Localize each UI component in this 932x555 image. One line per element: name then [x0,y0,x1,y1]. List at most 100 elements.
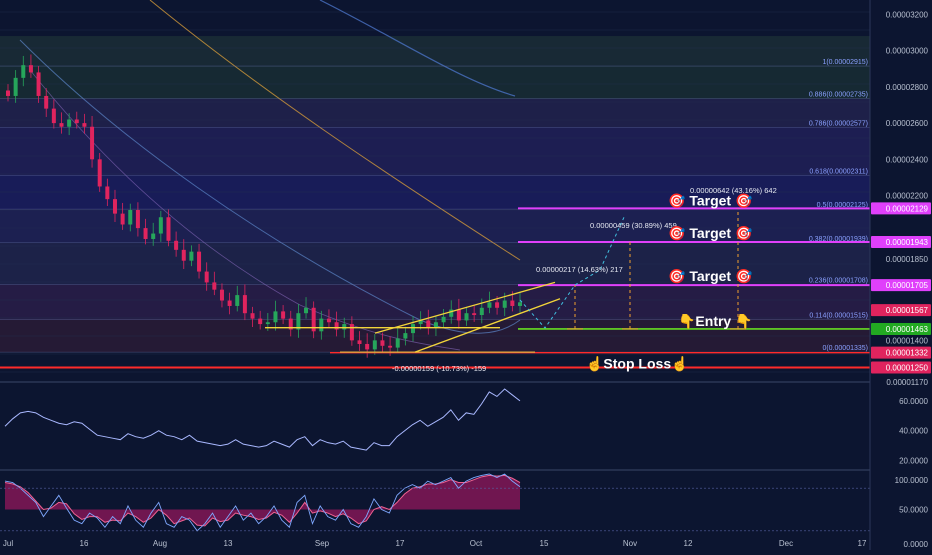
candle-body [487,302,492,308]
candle-body [235,295,240,306]
rsi-line [4,388,521,451]
fib-label: 0.382(0.00001939) [809,236,868,243]
fib-label: 1(0.00002915) [822,59,868,66]
trade-drawings: 0.00000642 (43.16%) 642 0.00000459 (30.89… [0,186,870,373]
stoch-fill [5,475,520,526]
fib-band-1 [0,98,870,128]
candle-body [319,318,324,332]
rsi-tick-label: 40.0000 [899,427,928,436]
candle-body [349,324,354,341]
candle-body [82,123,87,127]
price-tag-label: 0.00001943 [886,238,929,247]
candle-body [357,340,362,344]
candle-body [74,119,79,124]
candle-body [212,282,217,290]
price-tick-label: 0.00002600 [886,119,929,128]
candle-body [204,271,209,283]
candle-body [403,333,408,339]
candle-body [342,324,347,330]
candle-body [143,228,148,239]
target-label: 🎯 Target 🎯 [668,192,753,208]
time-tick-label: 16 [80,539,89,548]
stoch-tick-label: 0.0000 [904,540,929,549]
fib-label: 0.886(0.00002735) [809,92,868,99]
target-label: 🎯 Target 🎯 [668,268,753,284]
fib-label: 0.618(0.00002311) [809,168,868,175]
fib-label: 0.114(0.00001515) [809,313,868,320]
candle-body [265,322,270,325]
axes: 0.00003200 0.00003000 0.00002800 0.00002600… [3,0,932,550]
moving-averages [19,0,521,351]
candle-body [189,251,194,261]
candle-body [258,318,263,325]
time-tick-label: Jul [3,539,13,548]
candle-body [166,217,171,241]
fib-label: 0(0.00001335) [822,345,868,352]
candle-body [441,316,446,323]
candle-body [411,324,416,334]
price-tick-label: 0.00001170 [886,378,928,387]
candle-body [250,313,255,319]
time-tick-label: Nov [623,539,637,548]
candle-body [51,108,56,124]
price-candles [6,54,522,358]
measure-annotation: 0.00000642 (43.16%) 642 [690,186,777,195]
time-tick-label: Aug [153,539,167,548]
candle-body [158,217,163,234]
candle-body [227,300,232,306]
candle-body [395,338,400,348]
price-tick-label: 0.00001850 [886,255,929,264]
rsi-tick-label: 20.0000 [899,457,928,466]
candle-body [97,159,102,187]
candle-body [90,126,95,160]
price-tag-label: 0.00002129 [886,204,929,213]
candle-body [380,340,385,346]
price-tick-label: 0.00002200 [886,192,929,201]
candle-body [112,199,117,214]
candle-body [479,307,484,316]
candle-body [67,119,72,127]
candle-body [6,90,10,96]
rsi-panel [4,388,521,451]
price-tick-label: 0.00003000 [886,47,929,56]
price-tag-label: 0.00001705 [886,281,929,290]
time-tick-label: 17 [858,539,867,548]
price-tag-label: 0.00001332 [886,349,929,358]
stoch-panel [0,473,870,532]
price-tag [871,304,931,317]
candle-body [502,300,507,308]
candle-body [242,295,247,314]
candle-body [120,213,125,225]
time-tick-label: Oct [470,539,483,548]
price-tag [871,346,931,359]
price-tag-label: 0.00001250 [886,364,929,373]
price-axis-bg [870,0,932,550]
candle-body [418,320,423,325]
measure-annotation: 0.00000217 (14.63%) 217 [536,265,623,274]
candle-body [197,251,202,272]
ma-blue-line [319,0,516,97]
candle-body [456,309,461,321]
ma-short-line [19,39,521,334]
stoch-tick-label: 100.0000 [895,476,929,485]
price-tag [871,236,931,249]
projected-path [519,214,626,329]
fib-band-5 [0,242,870,285]
channel-upper [374,281,556,334]
candle-body [518,302,522,306]
candle-body [135,210,140,229]
candle-body [21,65,26,78]
candle-body [510,300,515,306]
candle-body [281,311,286,319]
candle-body [296,313,301,330]
candle-body [372,340,377,350]
candle-body [181,249,186,261]
fib-label: 0.236(0.00001708) [809,278,868,285]
candle-body [326,318,331,323]
time-tick-label: 17 [396,539,405,548]
candle-body [334,322,339,330]
time-tick-label: Sep [315,539,330,548]
time-tick-label: 13 [224,539,233,548]
